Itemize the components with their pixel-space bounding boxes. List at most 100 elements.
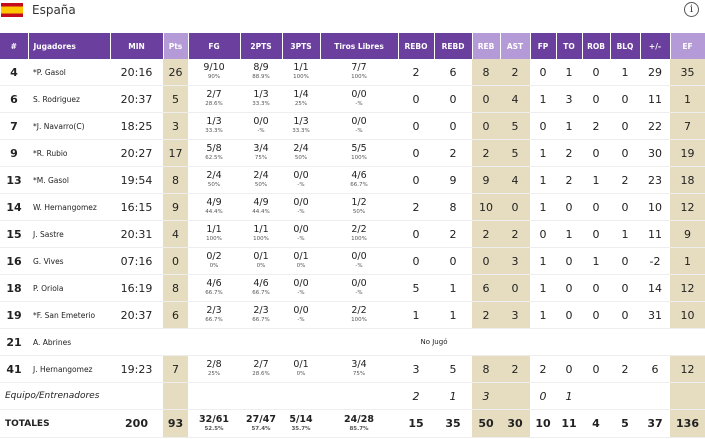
cell: 0 xyxy=(610,247,640,275)
made-attempted: 0/1 xyxy=(253,251,269,262)
cell: 5 xyxy=(434,355,472,383)
cell xyxy=(188,382,240,410)
cell: 2/3 66.7% xyxy=(188,301,240,329)
cell: 07:16 xyxy=(110,247,163,275)
cell: 2/7 28.6% xyxy=(188,85,240,113)
cell: 8 xyxy=(434,193,472,221)
cell xyxy=(282,382,320,410)
cell: 8 xyxy=(472,355,500,383)
cell: 2/4 50% xyxy=(188,166,240,194)
made-attempted: 2/3 xyxy=(206,305,222,316)
made-attempted: 0/0 xyxy=(293,305,309,316)
cell: 2 xyxy=(434,139,472,167)
cell: A. Abrines xyxy=(28,328,110,356)
cell: 9 xyxy=(472,166,500,194)
column-header: AST xyxy=(500,33,531,59)
column-header: 3PTS xyxy=(282,33,321,59)
cell: 50 xyxy=(472,409,500,438)
column-header: 2PTS xyxy=(240,33,283,59)
cell: 23 xyxy=(640,166,670,194)
totals-label: TOTALES xyxy=(0,409,110,438)
cell: 15 xyxy=(398,409,434,438)
made-attempted: 1/2 xyxy=(351,197,367,208)
cell: 0 xyxy=(610,112,640,140)
percentage: 75% xyxy=(254,155,268,161)
made-attempted: 0/1 xyxy=(293,359,309,370)
cell: 0 xyxy=(500,193,530,221)
made-attempted: 7/7 xyxy=(351,62,367,73)
cell: 93 xyxy=(163,409,188,438)
cell: 9 xyxy=(0,139,28,167)
column-header: REBO xyxy=(398,33,435,59)
cell: 9 xyxy=(163,193,188,221)
cell: 200 xyxy=(110,409,163,438)
cell: 16 xyxy=(0,247,28,275)
made-attempted: 2/7 xyxy=(206,89,222,100)
cell: 14 xyxy=(0,193,28,221)
cell: 0 xyxy=(556,193,582,221)
percentage: 50% xyxy=(294,155,308,161)
cell xyxy=(110,328,163,356)
made-attempted: 27/47 xyxy=(246,413,276,425)
cell: 1/4 25% xyxy=(282,85,320,113)
percentage: 88.9% xyxy=(252,74,270,80)
cell: 10 xyxy=(640,193,670,221)
cell: 5 xyxy=(610,409,640,438)
cell: 16:15 xyxy=(110,193,163,221)
made-attempted: 2/3 xyxy=(253,305,269,316)
cell: 1/3 33.3% xyxy=(188,112,240,140)
cell: 4 xyxy=(582,409,610,438)
cell: 5/14 35.7% xyxy=(282,409,320,438)
column-header: Jugadores xyxy=(28,33,111,59)
cell: 10 xyxy=(530,409,556,438)
percentage: 44.4% xyxy=(205,209,223,215)
cell: 4 xyxy=(163,220,188,248)
made-attempted: 1/1 xyxy=(253,224,269,235)
cell: 20:27 xyxy=(110,139,163,167)
cell: 9/10 90% xyxy=(188,59,240,86)
percentage: 50% xyxy=(207,182,221,188)
cell: 3/4 75% xyxy=(320,355,398,383)
cell: 1 xyxy=(530,166,556,194)
cell: 22 xyxy=(640,112,670,140)
made-attempted: 0/2 xyxy=(206,251,222,262)
percentage: 28.6% xyxy=(252,371,270,377)
cell: 24/28 85.7% xyxy=(320,409,398,438)
cell: 0 xyxy=(582,220,610,248)
cell: 20:37 xyxy=(110,301,163,329)
player-row: 16 G. Vives 07:16 0 0/2 0% 0/1 0% 0/1 0% 0/0 -% 0 0 0 3… xyxy=(0,247,705,275)
cell: 5/8 62.5% xyxy=(188,139,240,167)
column-header: # xyxy=(0,33,29,59)
made-attempted: 2/2 xyxy=(351,224,367,235)
player-row: 15 J. Sastre 20:31 4 1/1 100% 1/1 100% 0/0 -% 2/2 1… xyxy=(0,220,705,248)
percentage: 0% xyxy=(296,263,306,269)
cell: 19:23 xyxy=(110,355,163,383)
cell: 0 xyxy=(610,85,640,113)
cell: *P. Gasol xyxy=(28,59,110,86)
cell: 18 xyxy=(0,274,28,302)
cell: 3/4 75% xyxy=(240,139,282,167)
made-attempted: 4/6 xyxy=(206,278,222,289)
cell xyxy=(610,382,640,410)
percentage: -% xyxy=(355,263,363,269)
percentage: -% xyxy=(355,101,363,107)
cell: 0 xyxy=(556,274,582,302)
percentage: 66.7% xyxy=(205,317,223,323)
cell: 0/0 -% xyxy=(282,193,320,221)
cell: 2/4 50% xyxy=(240,166,282,194)
not-played: No Jugó xyxy=(163,328,705,356)
cell: 2 xyxy=(500,59,530,86)
cell: 1 xyxy=(530,139,556,167)
made-attempted: 24/28 xyxy=(344,413,374,425)
player-row: 14 W. Hernangomez 16:15 9 4/9 44.4% 4/9 44.4% 0/… xyxy=(0,193,705,221)
made-attempted: 32/61 xyxy=(199,413,229,425)
cell: 1 xyxy=(670,85,705,113)
info-button[interactable]: i xyxy=(684,2,699,17)
percentage: 33.3% xyxy=(252,101,270,107)
cell: 0 xyxy=(582,301,610,329)
percentage: -% xyxy=(297,236,305,242)
cell: 30 xyxy=(640,139,670,167)
cell: 1 xyxy=(556,59,582,86)
cell xyxy=(500,382,530,410)
